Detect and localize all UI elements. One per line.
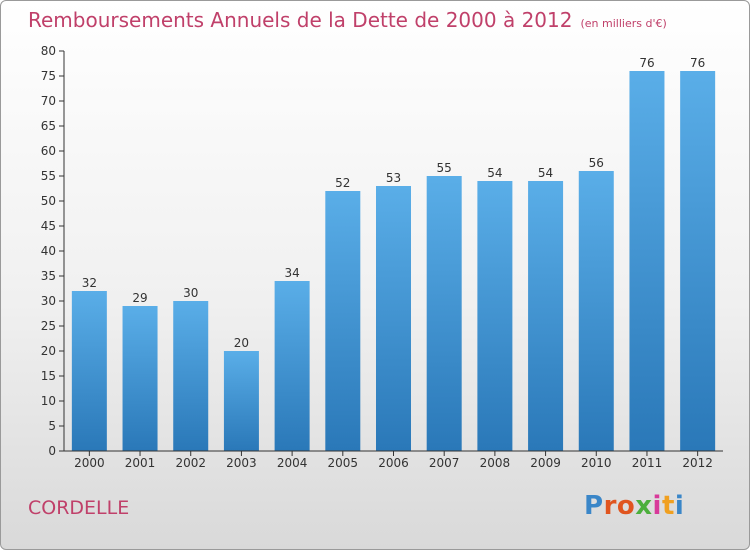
y-axis: 0 5 10 15 20 25 30 35 40 45 50 55 60 65 70 75 80 <box>41 44 64 458</box>
y-tick-label: 10 <box>41 394 56 408</box>
data-label: 56 <box>589 156 604 170</box>
bar-2008 <box>477 181 512 451</box>
x-tick-label: 2000 <box>74 456 105 470</box>
bar-2006 <box>376 186 411 451</box>
bar-2012 <box>680 71 715 451</box>
x-tick-label: 2006 <box>378 456 409 470</box>
data-label: 32 <box>82 276 97 290</box>
y-tick-label: 55 <box>41 169 56 183</box>
x-tick-label: 2010 <box>581 456 612 470</box>
logo-letter: o <box>617 491 635 521</box>
data-label: 53 <box>386 171 401 185</box>
y-tick-label: 80 <box>41 44 56 58</box>
logo-letter: P <box>584 491 604 521</box>
logo-letter: i <box>653 491 662 521</box>
y-tick-label: 20 <box>41 344 56 358</box>
data-label: 34 <box>284 266 299 280</box>
data-label: 54 <box>487 166 502 180</box>
bar-2004 <box>275 281 310 451</box>
y-tick-label: 45 <box>41 219 56 233</box>
logo-letter: r <box>604 491 617 521</box>
proxiti-logo: Proxiti <box>584 491 684 521</box>
y-tick-label: 0 <box>48 444 56 458</box>
x-tick-label: 2008 <box>480 456 511 470</box>
y-tick-label: 50 <box>41 194 56 208</box>
x-tick-label: 2011 <box>632 456 663 470</box>
data-label: 20 <box>234 336 249 350</box>
bar-2009 <box>528 181 563 451</box>
chart-frame: Remboursements Annuels de la Dette de 20… <box>0 0 750 550</box>
x-tick-label: 2001 <box>125 456 156 470</box>
y-tick-label: 30 <box>41 294 56 308</box>
bar-2010 <box>579 171 614 451</box>
bar-2011 <box>629 71 664 451</box>
x-tick-label: 2002 <box>175 456 206 470</box>
y-tick-label: 60 <box>41 144 56 158</box>
data-label: 30 <box>183 286 198 300</box>
data-label: 29 <box>132 291 147 305</box>
y-tick-label: 75 <box>41 69 56 83</box>
y-tick-label: 40 <box>41 244 56 258</box>
commune-name: CORDELLE <box>28 497 129 519</box>
logo-letter: x <box>635 491 652 521</box>
data-label: 55 <box>437 161 452 175</box>
y-tick-label: 5 <box>48 419 56 433</box>
x-tick-label: 2005 <box>328 456 359 470</box>
bars: 32 29 30 20 34 52 53 55 54 54 56 76 76 <box>72 56 715 451</box>
bar-2003 <box>224 351 259 451</box>
bar-2002 <box>173 301 208 451</box>
logo-letter: t <box>662 491 675 521</box>
x-tick-label: 2004 <box>277 456 308 470</box>
y-tick-label: 35 <box>41 269 56 283</box>
x-tick-label: 2012 <box>682 456 713 470</box>
data-label: 54 <box>538 166 553 180</box>
data-label: 52 <box>335 176 350 190</box>
x-tick-label: 2007 <box>429 456 460 470</box>
logo-letter: i <box>675 491 684 521</box>
y-tick-label: 70 <box>41 94 56 108</box>
data-label: 76 <box>639 56 654 70</box>
x-tick-label: 2003 <box>226 456 257 470</box>
y-tick-label: 65 <box>41 119 56 133</box>
bar-chart: 0 5 10 15 20 25 30 35 40 45 50 55 60 65 70 75 80 32 29 30 2… <box>1 1 750 550</box>
x-tick-label: 2009 <box>530 456 561 470</box>
bar-2007 <box>427 176 462 451</box>
bar-2001 <box>123 306 158 451</box>
y-tick-label: 15 <box>41 369 56 383</box>
data-label: 76 <box>690 56 705 70</box>
x-axis: 2000 2001 2002 2003 2004 2005 2006 2007 2008 2009… <box>64 451 723 470</box>
bar-2005 <box>325 191 360 451</box>
bar-2000 <box>72 291 107 451</box>
y-tick-label: 25 <box>41 319 56 333</box>
